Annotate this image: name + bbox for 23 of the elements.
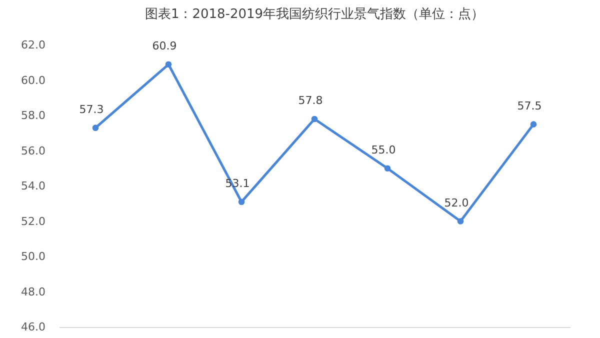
y-tick-label: 50.0 <box>21 250 46 263</box>
y-tick-label: 56.0 <box>21 144 46 158</box>
data-label: 57.8 <box>298 94 323 108</box>
data-label: 57.5 <box>517 99 542 112</box>
point <box>530 121 537 128</box>
y-tick-label: 46.0 <box>21 320 46 334</box>
chart-title: 图表1：2018-2019年我国纺织行业景气指数（单位：点） <box>144 7 484 22</box>
data-label: 60.9 <box>152 39 177 52</box>
point <box>165 61 172 68</box>
y-tick-label: 58.0 <box>21 109 46 122</box>
data-label: 55.0 <box>371 143 396 156</box>
y-tick-label: 54.0 <box>21 180 46 192</box>
y-tick-label: 52.0 <box>21 214 46 228</box>
point <box>311 116 318 122</box>
point <box>384 165 391 172</box>
point <box>457 218 464 224</box>
data-label: 57.3 <box>79 102 104 116</box>
y-tick-label: 60.0 <box>21 74 46 87</box>
point <box>92 124 99 131</box>
y-tick-label: 62.0 <box>21 38 46 52</box>
point <box>238 198 245 206</box>
y-tick-label: 48.0 <box>21 285 46 298</box>
data-label: 52.0 <box>444 196 469 210</box>
